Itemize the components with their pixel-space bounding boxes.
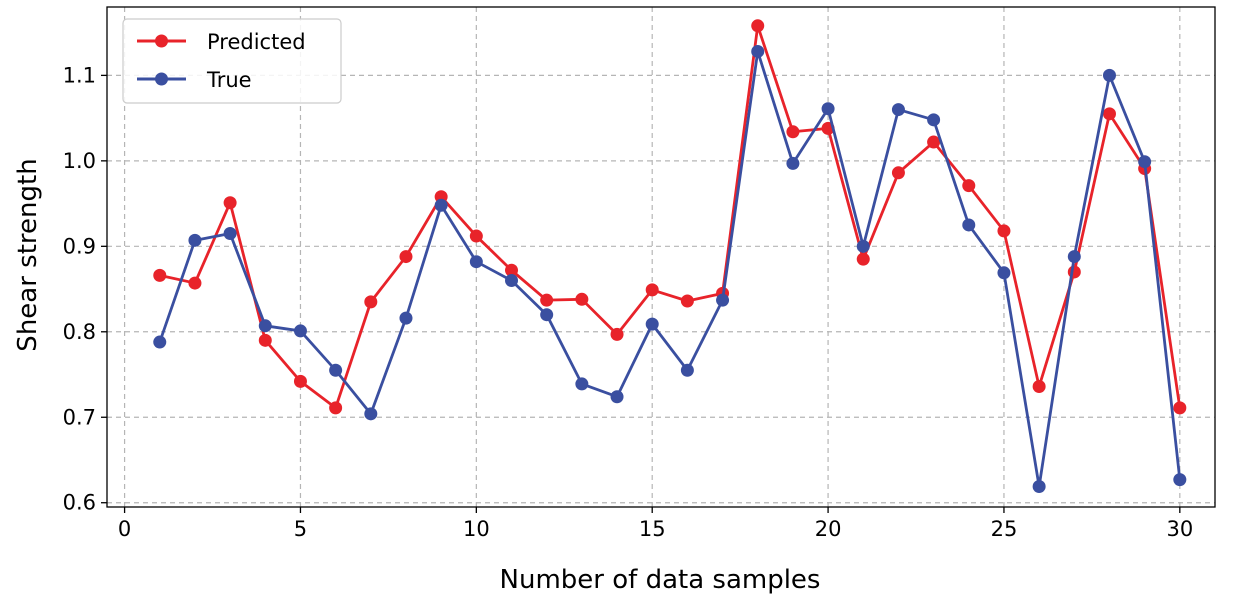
x-tick-label: 25 [991, 517, 1018, 541]
y-tick-label: 0.8 [63, 320, 96, 344]
data-point-true [1102, 68, 1116, 82]
data-point-true [258, 319, 272, 333]
data-point-true [680, 363, 694, 377]
data-point-predicted [1032, 379, 1046, 393]
legend-marker-true [155, 72, 168, 86]
x-axis-label: Number of data samples [500, 565, 821, 595]
plot-frame [106, 6, 1216, 508]
data-point-predicted [540, 293, 554, 307]
data-point-predicted [610, 327, 624, 341]
data-point-true [821, 102, 835, 116]
data-point-true [575, 377, 589, 391]
data-point-predicted [188, 276, 202, 290]
data-point-true [610, 390, 624, 404]
y-tick-label: 0.7 [63, 405, 96, 429]
data-point-true [223, 226, 237, 240]
data-point-true [188, 233, 202, 247]
data-point-true [364, 407, 378, 421]
data-point-true [399, 311, 413, 325]
y-tick-label: 1.0 [63, 149, 96, 173]
series-true [153, 44, 1187, 493]
x-tick-label: 30 [1166, 517, 1193, 541]
data-point-true [1067, 250, 1081, 264]
legend-marker-predicted [155, 34, 168, 48]
y-tick-label: 0.6 [63, 491, 96, 515]
data-point-true [786, 156, 800, 170]
grid [107, 7, 1215, 507]
series-line-true [158, 50, 1182, 488]
y-tick-label: 0.9 [63, 234, 96, 258]
x-tick-label: 15 [639, 517, 666, 541]
data-point-true [434, 198, 448, 212]
data-point-predicted [680, 294, 694, 308]
series-line-predicted [159, 24, 1182, 410]
data-point-predicted [575, 292, 589, 306]
data-point-predicted [505, 263, 519, 277]
data-point-predicted [786, 125, 800, 139]
data-point-true [962, 218, 976, 232]
data-point-predicted [891, 166, 905, 180]
data-point-true [293, 324, 307, 338]
data-point-predicted [1102, 107, 1116, 121]
data-point-true [997, 266, 1011, 280]
data-point-true [716, 293, 730, 307]
data-point-predicted [258, 333, 272, 347]
x-tick-label: 5 [294, 517, 307, 541]
data-point-predicted [329, 401, 343, 415]
data-point-predicted [469, 229, 483, 243]
data-point-predicted [997, 224, 1011, 238]
data-point-true [153, 335, 167, 349]
axis-ticks: 0 5 10 15 20 25 30 0.6 0.7 0.8 0.9 1.0 1.1 [63, 63, 1194, 541]
data-point-true [1173, 473, 1187, 487]
data-point-true [751, 44, 765, 58]
data-point-predicted [1173, 401, 1187, 415]
data-point-true [645, 317, 659, 331]
data-point-predicted [927, 135, 941, 149]
legend-label-predicted: Predicted [207, 30, 306, 54]
data-point-true [1032, 479, 1046, 493]
data-point-predicted [751, 19, 765, 33]
data-point-true [891, 103, 905, 117]
legend-label-true: True [206, 68, 252, 92]
data-point-predicted [399, 250, 413, 264]
y-tick-label: 1.1 [63, 63, 96, 87]
x-tick-label: 0 [118, 517, 131, 541]
x-tick-label: 20 [815, 517, 842, 541]
data-point-true [469, 255, 483, 269]
data-point-true [540, 308, 554, 322]
data-point-true [505, 274, 519, 288]
legend: Predicted True [122, 18, 342, 104]
data-point-predicted [153, 268, 167, 282]
x-tick-label: 10 [463, 517, 490, 541]
data-point-true [927, 113, 941, 127]
y-axis-label: Shear strength [13, 158, 43, 351]
data-point-predicted [856, 252, 870, 266]
series-layer [153, 19, 1187, 493]
data-point-true [856, 239, 870, 253]
data-point-true [1138, 155, 1152, 169]
data-point-predicted [645, 283, 659, 297]
data-point-predicted [293, 374, 307, 388]
data-point-predicted [1067, 265, 1081, 279]
data-point-true [329, 363, 343, 377]
data-point-predicted [223, 196, 237, 210]
data-point-predicted [364, 295, 378, 309]
data-point-predicted [962, 179, 976, 193]
